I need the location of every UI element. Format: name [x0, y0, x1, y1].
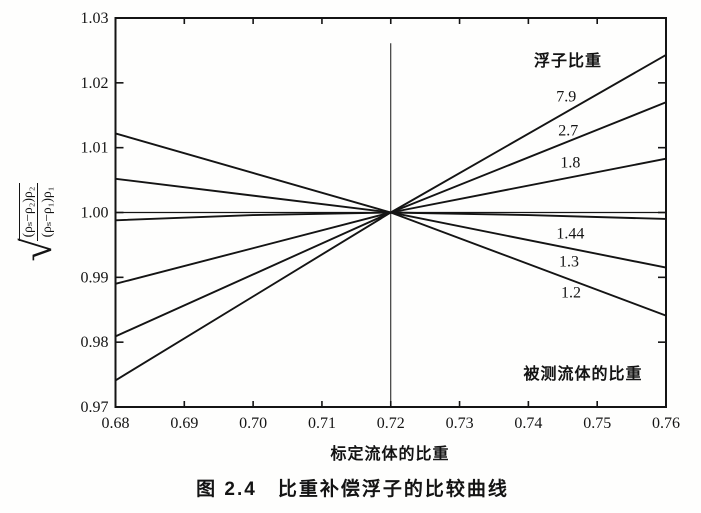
x-tick-label: 0.70 — [239, 415, 267, 432]
x-tick-label: 0.72 — [377, 415, 405, 432]
x-tick-label: 0.74 — [514, 415, 542, 432]
y-tick-label: 1.03 — [81, 10, 109, 27]
radical-sign: √ — [15, 238, 62, 262]
x-tick-label: 0.75 — [583, 415, 611, 432]
x-tick-label: 0.71 — [308, 415, 336, 432]
x-tick-label: 0.76 — [652, 415, 680, 432]
y-tick-label: 0.98 — [81, 334, 109, 351]
legend-title: 浮子比重 — [533, 53, 602, 70]
figure-caption: 图 2.4 比重补偿浮子的比较曲线 — [196, 479, 509, 500]
x-tick-label: 0.69 — [170, 415, 198, 432]
series-label-1.44: 1.44 — [556, 226, 584, 243]
formula-denominator: (ρₛ−ρ₁)ρ₁ — [39, 186, 54, 238]
formula-numerator: (ρₛ−ρ₂)ρ₂ — [20, 182, 38, 242]
series-label-1.2: 1.2 — [561, 285, 581, 302]
y-tick-label: 1.01 — [81, 140, 109, 157]
annotation-measured-fluid: 被测流体的比重 — [523, 366, 643, 383]
x-tick-label: 0.73 — [446, 415, 474, 432]
series-label-2.7: 2.7 — [558, 123, 578, 140]
y-axis-formula-fraction: (ρₛ−ρ₂)ρ₂ (ρₛ−ρ₁)ρ₁ — [19, 182, 55, 242]
x-tick-label: 0.68 — [102, 415, 130, 432]
y-tick-label: 0.99 — [81, 269, 109, 286]
x-axis-label: 标定流体的比重 — [330, 446, 450, 463]
series-label-1.8: 1.8 — [560, 154, 580, 171]
y-tick-label: 0.97 — [81, 399, 109, 416]
y-tick-label: 1.00 — [81, 205, 109, 222]
y-axis-label: √ (ρₛ−ρ₂)ρ₂ (ρₛ−ρ₁)ρ₁ — [12, 157, 62, 287]
series-label-7.9: 7.9 — [556, 88, 576, 105]
y-tick-label: 1.02 — [81, 75, 109, 92]
series-label-1.3: 1.3 — [559, 254, 579, 271]
